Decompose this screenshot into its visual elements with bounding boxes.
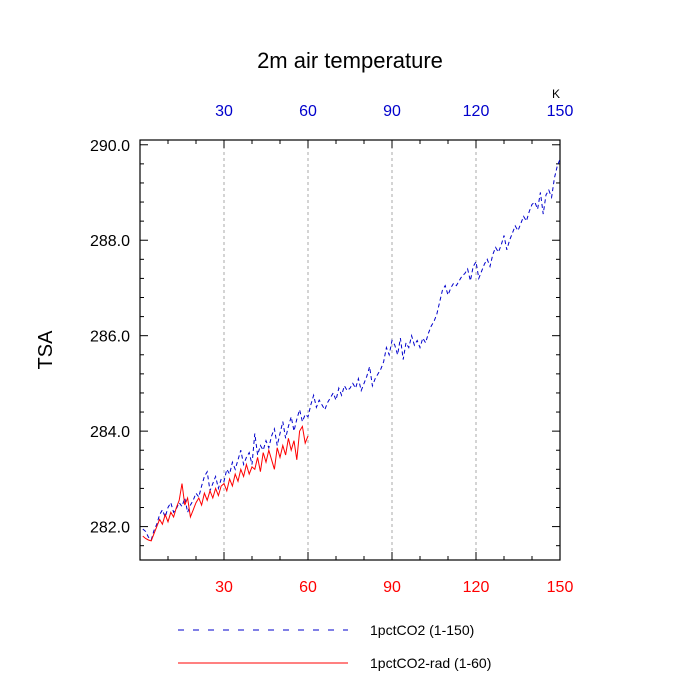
chart-title: 2m air temperature: [257, 48, 443, 73]
axes: 30 30 60 60 90 90 120 120 150 150 282.0 284.0 286.0 2…: [90, 103, 573, 596]
x-tick-label-top: 150: [547, 103, 574, 120]
x-tick-label-top: 60: [299, 103, 317, 120]
y-axis-label: TSA: [35, 330, 57, 370]
x-tick-label-top: 30: [215, 103, 233, 120]
units-label: K: [552, 87, 560, 101]
data-series: [142, 158, 561, 542]
x-tick-label-top: 120: [463, 103, 490, 120]
legend-label-1: 1pctCO2 (1-150): [370, 622, 474, 638]
y-tick-label: 286.0: [90, 329, 130, 346]
plot-frame: [139, 139, 561, 561]
x-tick-label-bottom: 90: [383, 579, 401, 596]
legend-label-2: 1pctCO2-rad (1-60): [370, 655, 491, 671]
x-tick-label-top: 90: [383, 103, 401, 120]
x-tick-label-bottom: 150: [547, 579, 574, 596]
y-tick-label: 284.0: [90, 424, 130, 441]
x-tick-label-bottom: 30: [215, 579, 233, 596]
x-tick-label-bottom: 120: [463, 579, 490, 596]
y-tick-label: 288.0: [90, 233, 130, 250]
y-tick-label: 282.0: [90, 520, 130, 537]
legend: 1pctCO2 (1-150) 1pctCO2-rad (1-60): [178, 622, 491, 671]
grid-lines: [223, 140, 477, 560]
series-line-1pctco2-rad: [142, 424, 309, 542]
x-tick-label-bottom: 60: [299, 579, 317, 596]
series-line-1pctco2: [142, 158, 561, 541]
y-tick-label: 290.0: [90, 138, 130, 155]
